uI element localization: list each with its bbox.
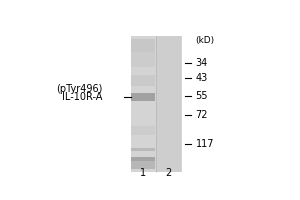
Bar [131,75,155,86]
Bar [131,161,155,169]
Bar [131,52,155,67]
Bar [131,157,155,161]
Text: (pTyr496): (pTyr496) [56,84,103,94]
Text: (kD): (kD) [196,36,215,45]
Text: 43: 43 [196,73,208,83]
Bar [130,36,156,172]
Bar [131,93,155,101]
Text: 2: 2 [166,168,172,178]
Text: IL-10R-A: IL-10R-A [62,92,103,102]
Bar [131,126,155,135]
Bar [131,148,155,151]
Bar [156,36,182,172]
Text: 55: 55 [196,91,208,101]
Bar [157,36,181,172]
Text: 72: 72 [196,110,208,120]
Text: 117: 117 [196,139,214,149]
Text: 1: 1 [140,168,146,178]
Text: 34: 34 [196,58,208,68]
Bar [131,39,155,52]
